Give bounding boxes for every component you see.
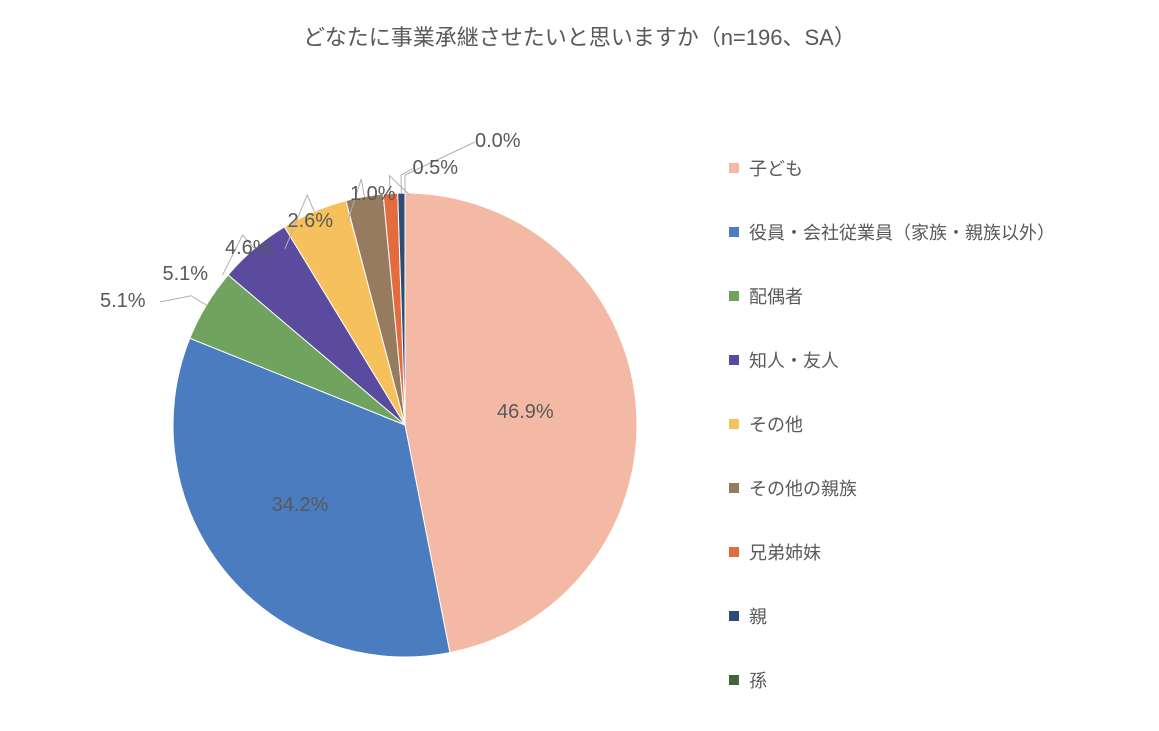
legend-item: 知人・友人 [729, 347, 1099, 373]
legend-label: その他の親族 [749, 475, 857, 501]
pie-chart-container: どなたに事業承継させたいと思いますか（n=196、SA） 46.9% 34.2% 5… [0, 0, 1159, 731]
legend-label: 知人・友人 [749, 347, 839, 373]
legend-swatch [729, 291, 739, 301]
pie-area: 46.9% 34.2% 5.1% 5.1% 4.6% 2.6% 1.0% 0.5% 0.0% [95, 110, 655, 670]
legend-swatch [729, 163, 739, 173]
data-label: 34.2% [272, 494, 329, 517]
legend-label: 親 [749, 603, 767, 629]
legend-item: 孫 [729, 667, 1099, 693]
legend-swatch [729, 227, 739, 237]
legend: 子ども役員・会社従業員（家族・親族以外） 配偶者知人・友人その他その他の親族兄弟姉… [729, 155, 1099, 731]
legend-swatch [729, 611, 739, 621]
legend-label: 兄弟姉妹 [749, 539, 821, 565]
legend-label: 孫 [749, 667, 767, 693]
data-label: 5.1% [100, 290, 146, 313]
legend-swatch [729, 483, 739, 493]
legend-item: 役員・会社従業員（家族・親族以外） [729, 219, 1099, 245]
legend-label: その他 [749, 411, 803, 437]
data-label: 46.9% [497, 401, 554, 424]
legend-item: その他 [729, 411, 1099, 437]
legend-swatch [729, 547, 739, 557]
legend-label: 子ども [749, 155, 803, 181]
legend-item: 親 [729, 603, 1099, 629]
data-label: 5.1% [163, 263, 209, 286]
data-label: 0.0% [475, 130, 521, 153]
data-label: 1.0% [350, 183, 396, 206]
leader-line [160, 296, 206, 305]
legend-swatch [729, 355, 739, 365]
chart-title: どなたに事業承継させたいと思いますか（n=196、SA） [0, 20, 1159, 52]
legend-label: 役員・会社従業員（家族・親族以外） [749, 219, 1055, 245]
legend-label: 配偶者 [749, 283, 803, 309]
data-label: 2.6% [288, 210, 334, 233]
legend-swatch [729, 675, 739, 685]
legend-item: その他の親族 [729, 475, 1099, 501]
legend-item: 子ども [729, 155, 1099, 181]
legend-item: 兄弟姉妹 [729, 539, 1099, 565]
legend-swatch [729, 419, 739, 429]
data-label: 0.5% [413, 157, 459, 180]
data-label: 4.6% [225, 237, 271, 260]
legend-item: 配偶者 [729, 283, 1099, 309]
